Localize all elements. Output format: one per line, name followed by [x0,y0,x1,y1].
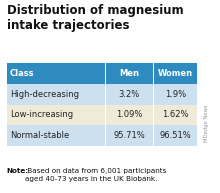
FancyBboxPatch shape [106,63,153,84]
FancyBboxPatch shape [7,63,104,84]
Text: Distribution of magnesium
intake trajectories: Distribution of magnesium intake traject… [7,4,183,32]
Text: Normal-stable: Normal-stable [10,131,69,140]
FancyBboxPatch shape [7,125,104,146]
FancyBboxPatch shape [106,84,153,105]
Text: 1.62%: 1.62% [162,110,189,119]
FancyBboxPatch shape [7,84,104,105]
Text: 96.51%: 96.51% [160,131,191,140]
Text: Men: Men [119,69,139,78]
FancyBboxPatch shape [154,63,197,84]
Text: 3.2%: 3.2% [119,90,140,99]
Text: 95.71%: 95.71% [113,131,145,140]
FancyBboxPatch shape [106,105,153,125]
Text: Based on data from 6,001 participants
aged 40-73 years in the UK Biobank.: Based on data from 6,001 participants ag… [25,168,167,182]
Text: High-decreasing: High-decreasing [10,90,79,99]
Text: 1.09%: 1.09% [116,110,142,119]
Text: Note:: Note: [7,168,29,174]
FancyBboxPatch shape [106,125,153,146]
FancyBboxPatch shape [7,105,104,125]
Text: Women: Women [158,69,193,78]
FancyBboxPatch shape [154,125,197,146]
Text: Class: Class [10,69,34,78]
FancyBboxPatch shape [154,105,197,125]
Text: Low-increasing: Low-increasing [10,110,73,119]
Text: MDedge News: MDedge News [204,105,209,142]
Text: 1.9%: 1.9% [165,90,186,99]
FancyBboxPatch shape [154,84,197,105]
